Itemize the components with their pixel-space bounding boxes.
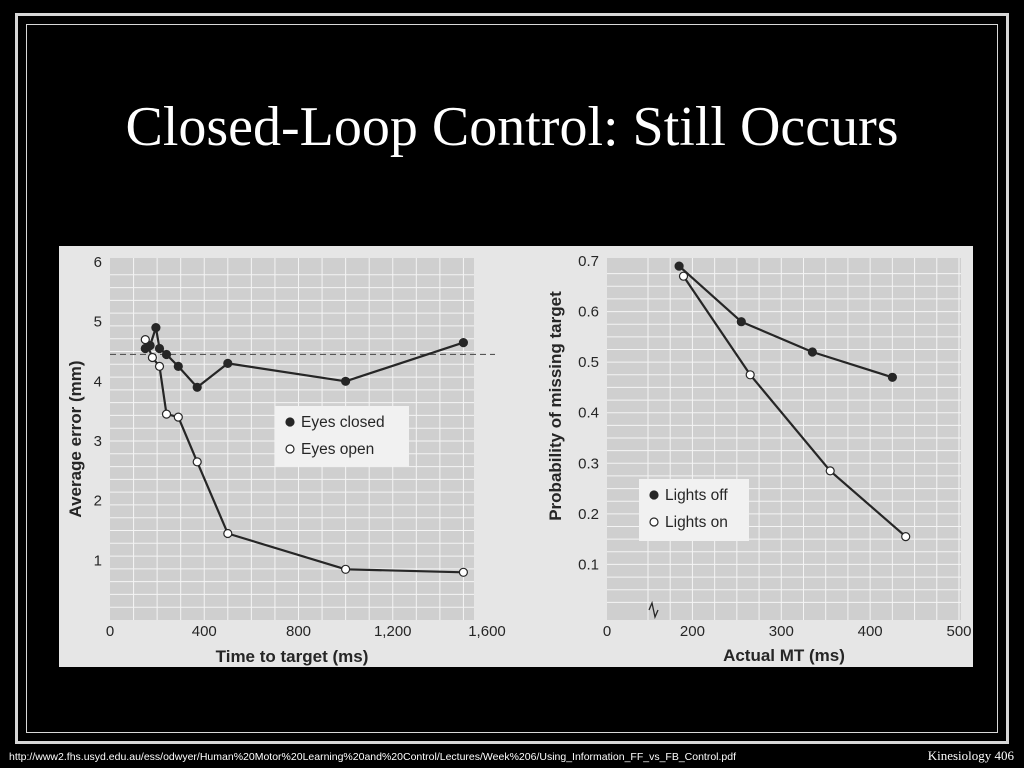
slide-border-inner xyxy=(26,24,998,733)
chart1-legend-marker-2 xyxy=(285,444,295,454)
chart1-point-filled xyxy=(161,349,172,360)
chart2-y-axis-label: Probability of missing target xyxy=(546,291,565,521)
source-url[interactable]: http://www2.fhs.usyd.edu.au/ess/odwyer/H… xyxy=(9,751,737,763)
chart2-legend-label-1: Lights off xyxy=(665,487,728,504)
chart1-point-filled xyxy=(458,337,468,348)
chart1-xtick-label: 0 xyxy=(106,623,114,640)
chart1-legend-box xyxy=(275,406,409,466)
chart1-point-filled xyxy=(192,382,202,392)
chart2-legend-box xyxy=(639,479,749,541)
chart1-point-filled xyxy=(341,376,351,386)
chart1-legend-label-2: Eyes open xyxy=(301,441,374,458)
chart2-xtick-label: 200 xyxy=(680,623,705,640)
chart1-y-axis-label: Average error (mm) xyxy=(66,360,85,517)
chart1-point-open xyxy=(154,361,165,372)
chart2-legend-label-2: Lights on xyxy=(665,514,728,531)
chart1-xtick-label: 400 xyxy=(192,623,217,640)
chart2-ytick-label: 0.1 xyxy=(578,556,599,573)
chart1-legend-label-1: Eyes closed xyxy=(301,414,385,431)
chart1-point-open xyxy=(458,567,468,577)
chart1-legend-marker-1 xyxy=(285,417,295,427)
chart2-point-filled xyxy=(736,317,746,327)
chart2-plot-area xyxy=(607,258,961,620)
chart2-axis-break xyxy=(648,600,659,620)
chart1-point-open xyxy=(223,528,233,539)
chart1-ytick-label: 4 xyxy=(94,373,102,390)
chart2-point-filled xyxy=(674,261,684,271)
chart2-point-open xyxy=(901,532,911,542)
figure-panel: 0 400 800 1,200 1,600 1 2 3 4 5 6 Time to target (m… xyxy=(59,246,973,667)
chart2-xtick-label: 400 xyxy=(858,623,883,640)
chart1-x-axis-label: Time to target (ms) xyxy=(216,647,369,666)
chart2-xtick-label: 0 xyxy=(603,623,611,640)
chart2-ytick-label: 0.4 xyxy=(578,405,599,422)
chart1-series-line-1 xyxy=(144,326,464,389)
chart2-legend-marker-2 xyxy=(649,517,659,527)
chart2-xtick-label: 500 xyxy=(946,623,971,640)
chart2-legend-marker-1 xyxy=(649,490,659,500)
chart1-ytick-label: 1 xyxy=(94,552,102,569)
chart1-ytick-label: 3 xyxy=(94,433,102,450)
chart2-series-line-2 xyxy=(682,275,907,538)
chart1-xtick-label: 800 xyxy=(286,623,311,640)
chart2-point-filled xyxy=(807,347,818,357)
chart1-point-filled xyxy=(173,361,183,372)
chart2-x-axis-label: Actual MT (ms) xyxy=(723,646,845,665)
chart1-point-open xyxy=(140,334,150,345)
chart2-point-open xyxy=(678,271,689,281)
chart2-series-line-1 xyxy=(678,265,893,379)
chart1-ytick-label: 6 xyxy=(94,254,102,271)
chart2-point-open xyxy=(825,466,835,476)
chart2-ytick-label: 0.5 xyxy=(578,354,599,371)
slide-title: Closed-Loop Control: Still Occurs xyxy=(125,96,899,158)
chart1-point-open xyxy=(341,564,351,574)
slide-border-outer xyxy=(15,13,1009,744)
chart2-xtick-label: 300 xyxy=(769,623,794,640)
chart1-point-open xyxy=(147,352,158,363)
chart1-point-filled xyxy=(154,343,165,354)
chart1-ytick-label: 5 xyxy=(94,314,102,331)
charts-svg: 0 400 800 1,200 1,600 1 2 3 4 5 6 Time to target (m… xyxy=(66,253,972,666)
chart1-point-open xyxy=(161,409,172,419)
chart2-ytick-label: 0.2 xyxy=(578,506,599,523)
chart2-ytick-label: 0.6 xyxy=(578,304,599,321)
chart2-ytick-label: 0.3 xyxy=(578,455,599,472)
course-page-label: Kinesiology 406 xyxy=(927,748,1014,763)
chart1-point-filled xyxy=(223,358,233,369)
chart1-point-open xyxy=(173,412,183,422)
chart2-point-filled xyxy=(887,372,898,382)
chart1-ytick-label: 2 xyxy=(94,493,102,510)
chart2-ytick-label: 0.7 xyxy=(578,253,599,270)
chart2-point-open xyxy=(745,370,755,380)
chart1-point-open xyxy=(192,457,202,467)
chart1-point-filled xyxy=(151,322,161,333)
chart1-xtick-label: 1,200 xyxy=(374,623,412,640)
chart1-xtick-label: 1,600 xyxy=(468,623,506,640)
